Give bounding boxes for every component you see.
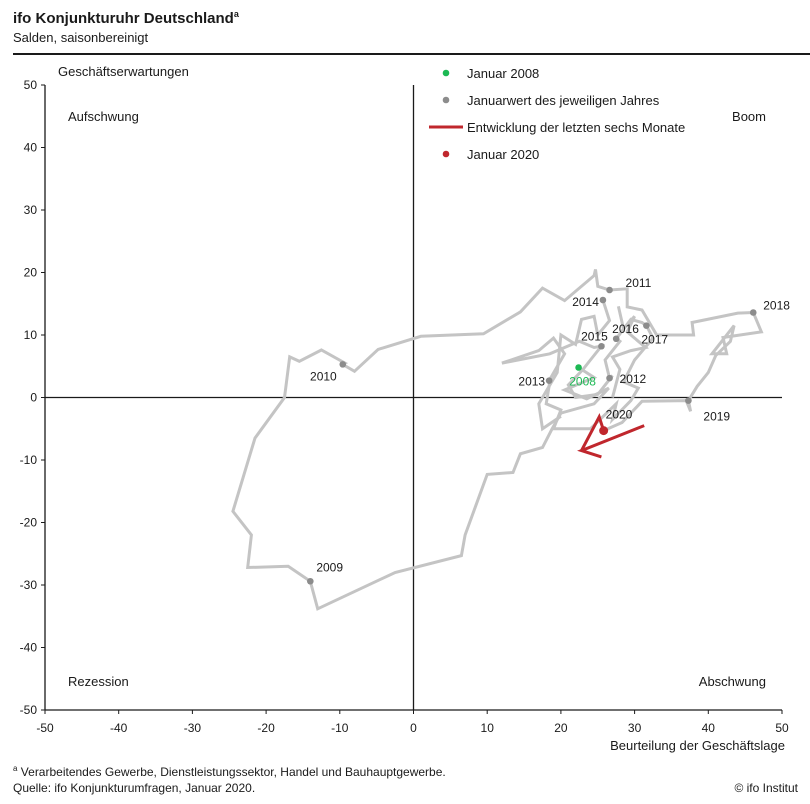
january-label-2016: 2016 [612,322,639,336]
quadrant-label-boom: Boom [732,109,766,124]
legend-label-3: Januar 2020 [467,147,539,162]
history-path-cluster [501,317,655,431]
y-tick-label: 0 [30,391,37,405]
x-tick-label: -40 [110,721,128,735]
recent-path-tail [580,413,606,452]
january-label-2008: 2008 [569,375,596,389]
x-tick-label: 20 [554,721,568,735]
y-tick-label: 40 [24,141,38,155]
x-tick-label: 50 [775,721,789,735]
january-point-2010 [339,361,347,368]
legend-marker-3 [442,150,450,158]
january-label-2013: 2013 [518,375,545,389]
title-divider [13,53,810,55]
y-tick-label: -50 [20,703,38,717]
x-tick-label: 30 [628,721,642,735]
y-tick-label: 10 [24,328,38,342]
january-point-2017 [643,322,650,329]
chart-title: ifo Konjunkturuhr Deutschlanda [13,9,239,27]
january-point-2016 [612,335,620,343]
january-point-2014 [599,296,607,304]
january-point-2011 [606,286,613,294]
january-label-2018: 2018 [763,299,790,313]
january-label-2020: 2020 [606,408,633,422]
january-label-2014: 2014 [572,295,599,309]
x-axis-title: Beurteilung der Geschäftslage [610,738,785,753]
january-point-2020 [599,426,609,436]
x-tick-label: 40 [702,721,716,735]
january-label-2011: 2011 [626,276,652,290]
x-tick-label: 10 [481,721,495,735]
january-label-2012: 2012 [620,372,647,386]
january-label-2015: 2015 [581,329,608,343]
january-point-2018 [749,309,757,316]
legend-label-2: Entwicklung der letzten sechs Monate [467,120,685,135]
x-tick-label: 0 [410,721,417,735]
quadrant-label-rezession: Rezession [68,674,129,689]
january-point-2015 [598,342,605,350]
y-tick-label: 20 [24,266,38,280]
footnote: a Verarbeitendes Gewerbe, Dienstleistung… [13,764,446,779]
copyright: © ifo Institut [734,781,798,795]
quadrant-label-aufschwung: Aufschwung [68,109,139,124]
x-tick-label: -10 [331,721,349,735]
history-path-cluster-3 [610,305,650,398]
chart-subtitle: Salden, saisonbereinigt [13,30,149,45]
y-tick-label: -30 [20,578,38,592]
history-path-cluster-2 [537,299,612,432]
y-tick-label: 50 [24,78,38,92]
y-axis-title: Geschäftserwartungen [58,64,189,79]
recent-path-arrow [577,424,645,459]
january-point-2019 [685,397,692,404]
y-tick-label: -10 [20,453,38,467]
legend-marker-0 [442,69,450,77]
y-tick-label: -20 [20,516,38,530]
january-point-2012 [606,374,613,382]
january-point-2013 [545,377,553,384]
january-label-2017: 2017 [641,333,668,347]
legend-label-1: Januarwert des jeweiligen Jahres [467,93,660,108]
x-tick-label: -50 [36,721,54,735]
x-tick-label: -30 [184,721,202,735]
quadrant-label-abschwung: Abschwung [699,674,766,689]
january-label-2009: 2009 [316,560,343,574]
january-label-2019: 2019 [703,410,730,424]
history-path [231,269,764,611]
x-tick-label: -20 [257,721,275,735]
y-tick-label: 30 [24,203,38,217]
legend-marker-1 [442,96,450,104]
y-tick-label: -40 [20,641,38,655]
january-label-2010: 2010 [310,369,337,383]
legend-label-0: Januar 2008 [467,66,539,81]
january-point-2009 [307,577,314,585]
january-point-2008 [575,364,582,371]
source-note: Quelle: ifo Konjunkturumfragen, Januar 2… [13,781,256,795]
